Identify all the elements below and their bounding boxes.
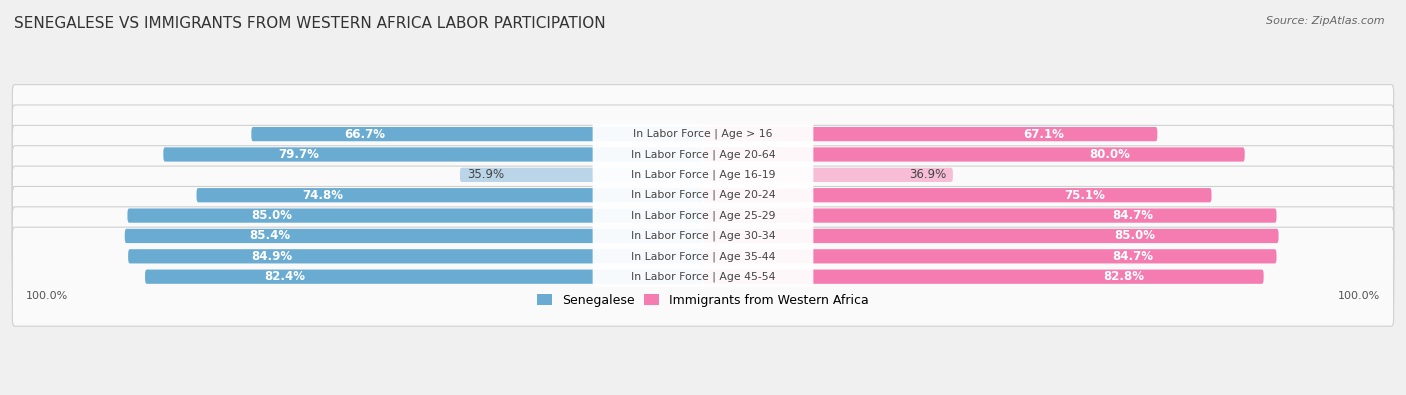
Text: In Labor Force | Age 16-19: In Labor Force | Age 16-19 xyxy=(631,169,775,180)
FancyBboxPatch shape xyxy=(703,249,1277,263)
Text: 100.0%: 100.0% xyxy=(1339,292,1381,301)
Text: 35.9%: 35.9% xyxy=(467,168,503,181)
Text: 84.9%: 84.9% xyxy=(252,250,292,263)
FancyBboxPatch shape xyxy=(13,85,1393,184)
Text: In Labor Force | Age 20-64: In Labor Force | Age 20-64 xyxy=(631,149,775,160)
FancyBboxPatch shape xyxy=(252,127,703,141)
FancyBboxPatch shape xyxy=(593,142,813,167)
Text: 67.1%: 67.1% xyxy=(1024,128,1064,141)
FancyBboxPatch shape xyxy=(593,264,813,289)
FancyBboxPatch shape xyxy=(13,125,1393,224)
FancyBboxPatch shape xyxy=(703,188,1212,202)
Text: 84.7%: 84.7% xyxy=(1112,250,1154,263)
FancyBboxPatch shape xyxy=(13,186,1393,286)
FancyBboxPatch shape xyxy=(128,209,703,223)
Text: In Labor Force | Age 35-44: In Labor Force | Age 35-44 xyxy=(631,251,775,261)
FancyBboxPatch shape xyxy=(593,162,813,187)
Text: In Labor Force | Age > 16: In Labor Force | Age > 16 xyxy=(633,129,773,139)
FancyBboxPatch shape xyxy=(703,147,1244,162)
Text: 84.7%: 84.7% xyxy=(1112,209,1154,222)
FancyBboxPatch shape xyxy=(703,127,1157,141)
Text: 79.7%: 79.7% xyxy=(278,148,319,161)
Text: 100.0%: 100.0% xyxy=(25,292,67,301)
FancyBboxPatch shape xyxy=(13,146,1393,245)
FancyBboxPatch shape xyxy=(703,209,1277,223)
FancyBboxPatch shape xyxy=(197,188,703,202)
Text: 82.8%: 82.8% xyxy=(1102,270,1144,283)
FancyBboxPatch shape xyxy=(593,183,813,208)
Text: 74.8%: 74.8% xyxy=(302,189,343,202)
FancyBboxPatch shape xyxy=(703,269,1264,284)
Text: 36.9%: 36.9% xyxy=(908,168,946,181)
Text: In Labor Force | Age 30-34: In Labor Force | Age 30-34 xyxy=(631,231,775,241)
FancyBboxPatch shape xyxy=(13,227,1393,326)
FancyBboxPatch shape xyxy=(128,249,703,263)
FancyBboxPatch shape xyxy=(460,168,703,182)
FancyBboxPatch shape xyxy=(593,203,813,228)
FancyBboxPatch shape xyxy=(593,122,813,147)
Text: 85.0%: 85.0% xyxy=(1114,229,1156,243)
FancyBboxPatch shape xyxy=(13,105,1393,204)
Text: Source: ZipAtlas.com: Source: ZipAtlas.com xyxy=(1267,16,1385,26)
Text: In Labor Force | Age 25-29: In Labor Force | Age 25-29 xyxy=(631,210,775,221)
FancyBboxPatch shape xyxy=(13,166,1393,265)
Text: 66.7%: 66.7% xyxy=(344,128,385,141)
FancyBboxPatch shape xyxy=(13,207,1393,306)
Text: SENEGALESE VS IMMIGRANTS FROM WESTERN AFRICA LABOR PARTICIPATION: SENEGALESE VS IMMIGRANTS FROM WESTERN AF… xyxy=(14,16,606,31)
Text: In Labor Force | Age 20-24: In Labor Force | Age 20-24 xyxy=(631,190,775,201)
FancyBboxPatch shape xyxy=(703,229,1278,243)
Text: 85.4%: 85.4% xyxy=(249,229,290,243)
FancyBboxPatch shape xyxy=(703,168,953,182)
Legend: Senegalese, Immigrants from Western Africa: Senegalese, Immigrants from Western Afri… xyxy=(537,294,869,307)
Text: 80.0%: 80.0% xyxy=(1088,148,1129,161)
Text: In Labor Force | Age 45-54: In Labor Force | Age 45-54 xyxy=(631,271,775,282)
Text: 75.1%: 75.1% xyxy=(1064,189,1105,202)
FancyBboxPatch shape xyxy=(593,224,813,248)
FancyBboxPatch shape xyxy=(125,229,703,243)
Text: 85.0%: 85.0% xyxy=(250,209,292,222)
FancyBboxPatch shape xyxy=(593,244,813,269)
FancyBboxPatch shape xyxy=(163,147,703,162)
FancyBboxPatch shape xyxy=(145,269,703,284)
Text: 82.4%: 82.4% xyxy=(264,270,305,283)
